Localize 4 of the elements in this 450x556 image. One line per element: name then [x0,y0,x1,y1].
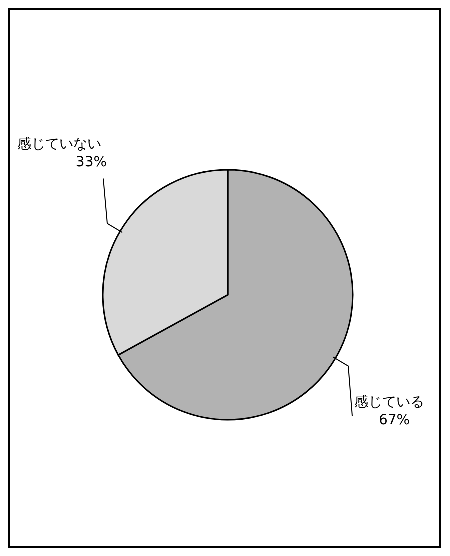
slice-label: 感じていない [17,136,102,153]
data-label: 33% [76,154,108,171]
slice-label: 感じている [354,394,425,410]
data-label: 67% [378,412,410,428]
